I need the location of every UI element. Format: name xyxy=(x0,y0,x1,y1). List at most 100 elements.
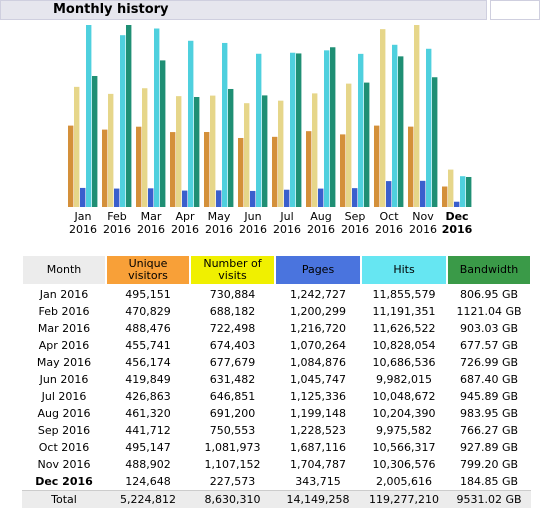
bar xyxy=(182,190,188,207)
table-cell: 119,277,210 xyxy=(361,490,447,508)
table-cell: 495,147 xyxy=(125,441,171,454)
x-tick-label: Nov 2016 xyxy=(409,210,437,236)
header-row: Month Unique visitors Number of visits P… xyxy=(21,254,532,286)
bar xyxy=(392,44,398,207)
table-cell: 691,200 xyxy=(209,407,256,420)
table-cell: 677,679 xyxy=(209,356,256,369)
table-cell: Oct 2016 xyxy=(38,441,90,454)
x-tick-label: Oct 2016 xyxy=(375,210,403,236)
bar xyxy=(306,131,312,207)
table-cell: Jun 2016 xyxy=(39,373,89,386)
bar xyxy=(324,50,330,207)
column-header: Bandwidth xyxy=(446,254,532,286)
table-cell: Total xyxy=(22,490,106,508)
table-cell: 10,566,317 xyxy=(372,441,436,454)
table-cell: 722,498 xyxy=(209,322,256,335)
table-row: Jun 2016 419,849 631,482 1,045,747 9,982,015… xyxy=(22,371,531,388)
table-cell: 799.20 GB xyxy=(459,458,519,471)
bar xyxy=(358,53,364,207)
table-cell: 646,851 xyxy=(209,390,256,403)
table-row: Apr 2016 455,741 674,403 1,070,264 10,828,05… xyxy=(22,337,531,354)
table-cell: 9,982,015 xyxy=(376,373,432,386)
table-row: Total 5,224,812 8,630,310 14,149,258 119,277… xyxy=(22,490,531,508)
table-cell: 688,182 xyxy=(209,305,256,318)
table-cell: Jul 2016 xyxy=(41,390,87,403)
x-tick-label: Mar 2016 xyxy=(137,210,165,236)
bar xyxy=(296,53,302,207)
table-cell: 2,005,616 xyxy=(376,475,432,488)
table-cell: 5,224,812 xyxy=(106,490,190,508)
table-cell: 343,715 xyxy=(295,475,341,488)
table-cell: 903.03 GB xyxy=(459,322,519,335)
bar xyxy=(244,103,250,207)
table-cell: 766.27 GB xyxy=(459,424,519,437)
table-cell: 1121.04 GB xyxy=(456,305,522,318)
table-row: Aug 2016 461,320 691,200 1,199,148 10,204,39… xyxy=(22,405,531,422)
x-tick-label: Jan 2016 xyxy=(69,210,97,236)
bar xyxy=(194,96,200,207)
bar xyxy=(330,47,336,208)
table-cell: 1,200,299 xyxy=(290,305,346,318)
table-cell: Feb 2016 xyxy=(38,305,90,318)
table-cell: 806.95 GB xyxy=(459,288,519,301)
x-tick-label: Feb 2016 xyxy=(103,210,131,236)
table-cell: 8,630,310 xyxy=(190,490,275,508)
table-cell: 10,686,536 xyxy=(372,356,436,369)
bar xyxy=(256,53,262,207)
bar xyxy=(108,93,114,207)
bar xyxy=(340,134,346,207)
bar xyxy=(398,56,404,207)
bar xyxy=(210,95,216,207)
bar xyxy=(228,88,234,207)
bar xyxy=(272,136,278,207)
table-cell: Nov 2016 xyxy=(37,458,91,471)
table-cell: 14,149,258 xyxy=(275,490,361,508)
bar xyxy=(312,93,318,207)
bar xyxy=(278,100,284,207)
bar xyxy=(414,25,420,207)
bar xyxy=(114,188,120,207)
bar xyxy=(460,176,466,207)
column-header: Pages xyxy=(274,254,362,286)
table-cell: May 2016 xyxy=(36,356,92,369)
bar xyxy=(346,83,352,207)
table-cell: 488,902 xyxy=(125,458,171,471)
table-cell: 750,553 xyxy=(209,424,256,437)
x-tick-label: Apr 2016 xyxy=(171,210,199,236)
table-cell: 674,403 xyxy=(209,339,256,352)
table-cell: 456,174 xyxy=(125,356,171,369)
bar xyxy=(222,42,228,207)
table-cell: 227,573 xyxy=(209,475,256,488)
bar xyxy=(284,189,290,207)
bar xyxy=(136,126,142,207)
bar xyxy=(170,132,176,207)
x-tick-label: Jul 2016 xyxy=(273,210,301,236)
table-cell: 1,199,148 xyxy=(290,407,346,420)
table-cell: 945.89 GB xyxy=(459,390,519,403)
table-cell: 11,855,579 xyxy=(372,288,436,301)
table-row: Dec 2016 124,648 227,573 343,715 2,005,616 18… xyxy=(22,473,531,491)
bar xyxy=(454,201,460,207)
bar xyxy=(68,125,74,207)
table-cell: 1,242,727 xyxy=(290,288,346,301)
table-cell: 11,626,522 xyxy=(372,322,436,335)
bar xyxy=(250,190,256,207)
table-cell: 677.57 GB xyxy=(459,339,519,352)
column-header: Hits xyxy=(360,254,448,286)
bar xyxy=(374,125,380,207)
column-header: Unique visitors xyxy=(105,254,191,286)
bar xyxy=(364,82,370,207)
x-tick-label: Sep 2016 xyxy=(341,210,369,236)
x-tick-label: Dec 2016 xyxy=(441,210,473,236)
bar xyxy=(238,137,244,207)
bar xyxy=(216,190,222,207)
bar xyxy=(188,40,194,207)
table-row: Feb 2016 470,829 688,182 1,200,299 11,191,35… xyxy=(22,303,531,320)
table-cell: 1,107,152 xyxy=(204,458,261,471)
bar xyxy=(262,95,268,207)
bar xyxy=(74,86,80,207)
table-cell: 1,216,720 xyxy=(290,322,346,335)
table-cell: 687.40 GB xyxy=(459,373,519,386)
table-cell: 488,476 xyxy=(125,322,171,335)
